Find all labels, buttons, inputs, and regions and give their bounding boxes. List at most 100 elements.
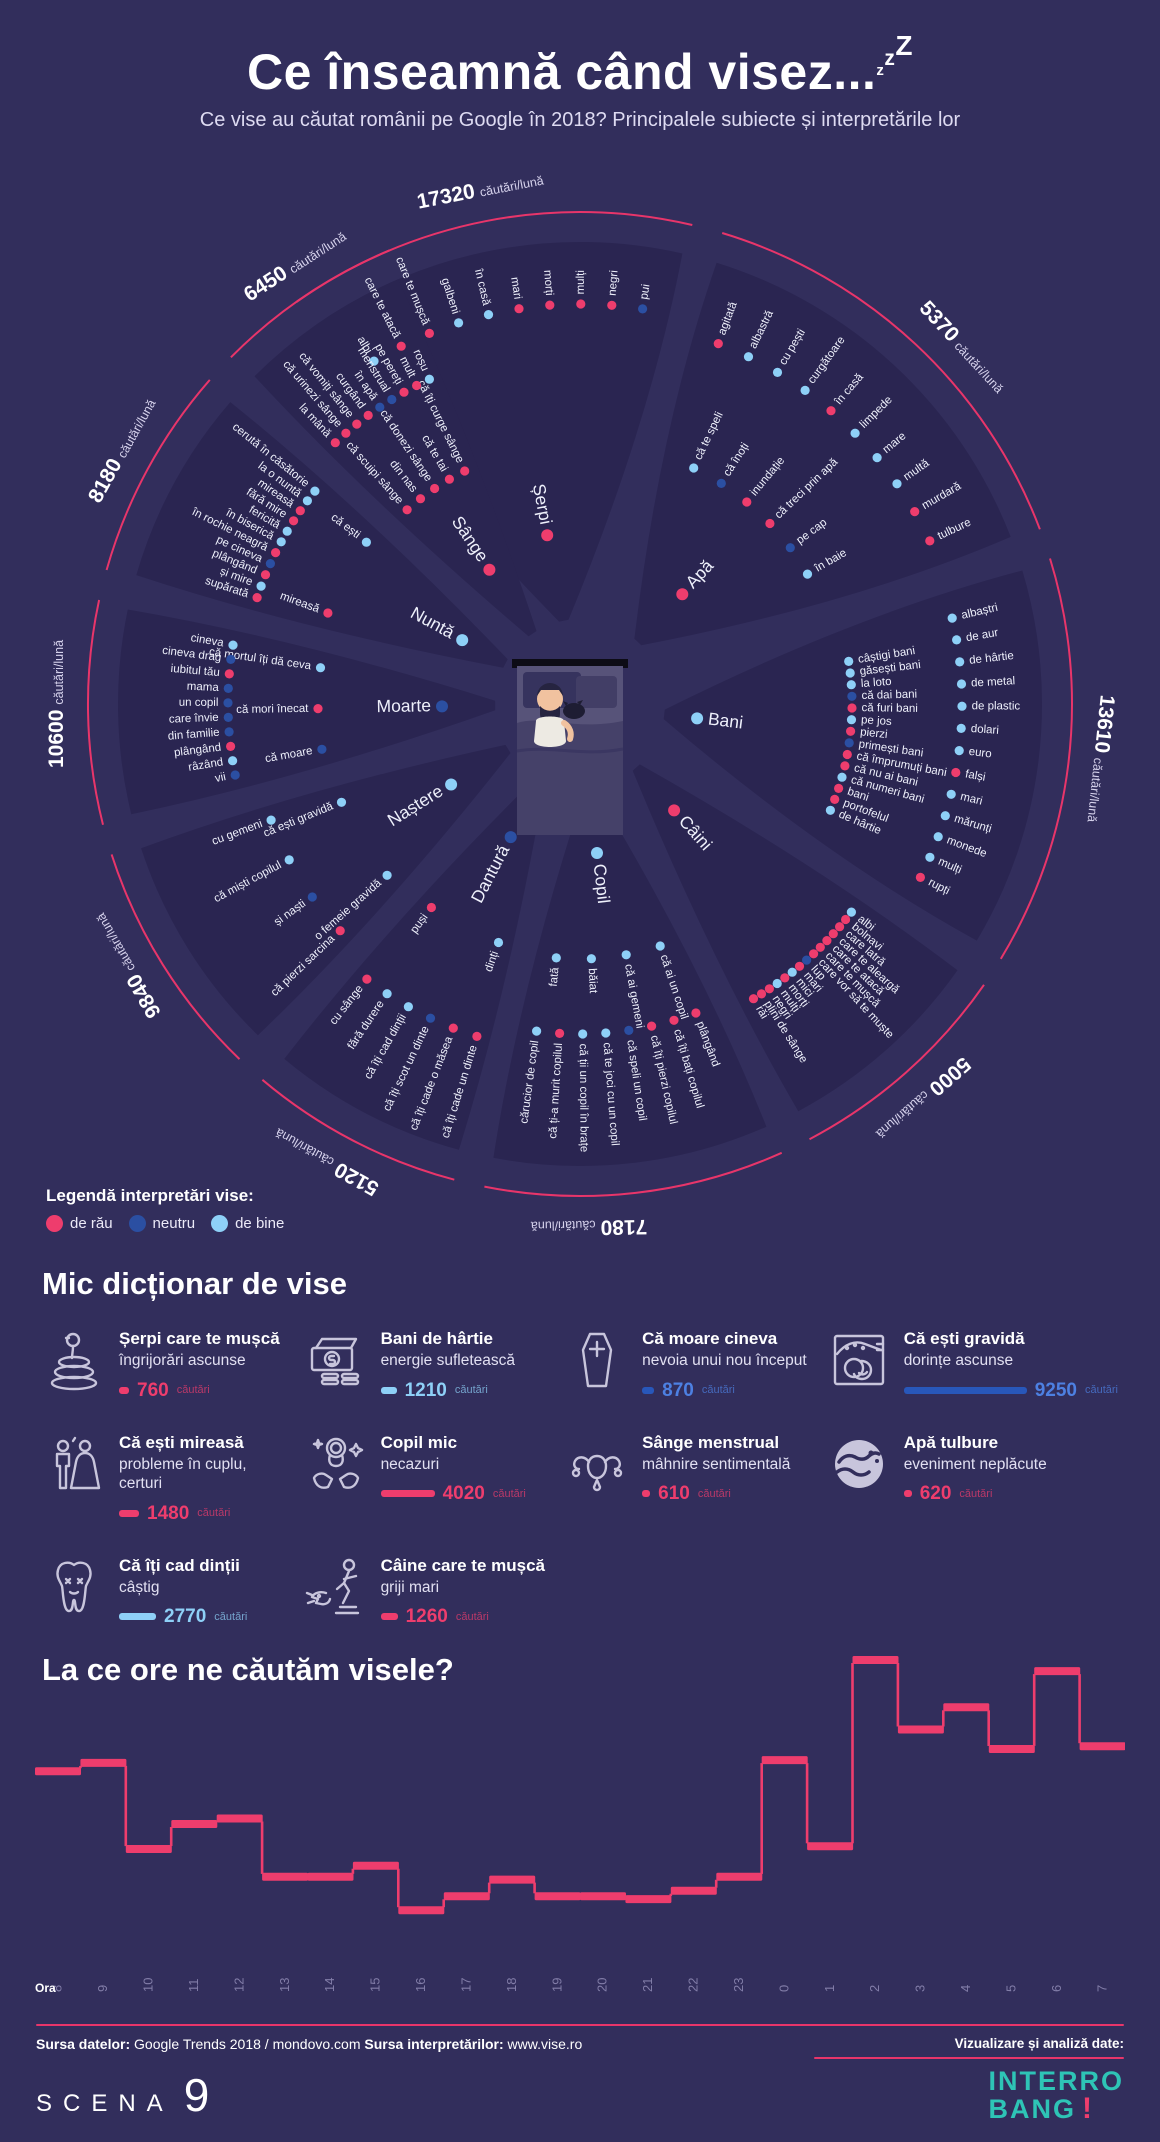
sector-branch-copil <box>493 787 767 1166</box>
sentiment-dot-r <box>826 406 836 416</box>
sector-branch-moarte <box>118 609 496 815</box>
sentiment-dot-b <box>336 797 347 807</box>
dict-item: Sânge menstrual mâhnire sentimentală 610 că… <box>565 1432 813 1523</box>
dictionary-section: Mic dicționar de vise Șerpi care te mușc… <box>0 1266 1160 1626</box>
branch-label: băiat <box>586 968 599 994</box>
step-bar-hour-2 <box>852 1656 899 1665</box>
step-bar-hour-13 <box>262 1873 309 1882</box>
search-unit: căutări <box>697 1487 731 1500</box>
sentiment-dot-r <box>669 1015 679 1025</box>
sentiment-dot-n <box>223 712 233 723</box>
sentiment-dot-b <box>846 680 856 690</box>
sentiment-dot-b <box>872 453 882 463</box>
data-sources: Sursa datelor: Google Trends 2018 / mond… <box>36 2036 582 2052</box>
sentiment-dot-r <box>764 984 775 994</box>
search-count: 1480 <box>147 1502 190 1524</box>
legend-dot-b <box>211 1215 229 1232</box>
step-bar-hour-9 <box>80 1759 127 1768</box>
sector-value-label: 8180căutări/lună <box>84 394 161 507</box>
sentiment-dot-r <box>313 704 323 714</box>
sentiment-dot-b <box>456 634 469 647</box>
dream-title: Că ești mireasă <box>119 1432 244 1452</box>
sentiment-dot-b <box>228 756 238 766</box>
sentiment-dot-b <box>532 1026 542 1036</box>
leaf-label: că ții un copil în brațe <box>577 1044 590 1153</box>
search-volume-bar <box>903 1490 912 1498</box>
step-connector <box>1032 1674 1036 1747</box>
sentiment-dot-b <box>956 723 966 734</box>
sentiment-dot-b <box>952 635 962 645</box>
hour-label: 22 <box>686 1978 701 1992</box>
sentiment-dot-r <box>951 767 961 778</box>
step-bar-hour-7 <box>1079 1742 1126 1751</box>
interrobang-logo: INTERRO BANG! <box>988 2066 1125 2125</box>
sentiment-dot-b <box>454 318 464 328</box>
sentiment-dot-n <box>847 691 857 701</box>
sentiment-dot-n <box>624 1025 634 1035</box>
snake-icon <box>42 1328 106 1392</box>
sentiment-dot-r <box>415 494 426 504</box>
sentiment-dot-r <box>545 300 555 310</box>
sentiment-dot-r <box>841 914 851 925</box>
zzz-decoration: zzZ <box>876 30 914 79</box>
search-count: 620 <box>919 1483 952 1505</box>
hour-label: 5 <box>1004 1985 1019 1992</box>
leaf-label: râzând <box>187 756 224 774</box>
sentiment-dot-r <box>426 902 436 913</box>
search-unit: căutări <box>959 1487 993 1500</box>
step-connector <box>851 1663 854 1844</box>
dict-item: Că moare cineva nevoia unui nou început 87… <box>565 1328 813 1400</box>
sentiment-dot-r <box>647 1021 657 1031</box>
interrobang-line: INTERRO <box>988 2066 1124 2096</box>
dream-meaning: probleme în cuplu, certuri <box>119 1455 247 1493</box>
hour-label: 15 <box>368 1978 383 1992</box>
hour-label: 10 <box>141 1978 156 1992</box>
search-volume-bar <box>119 1386 129 1394</box>
dictionary-title: Mic dicționar de vise <box>42 1266 347 1301</box>
leaf-label: mulți <box>575 270 587 294</box>
leaf-label: negri <box>607 270 621 296</box>
sector-arc-moarte <box>86 599 104 825</box>
dict-item: Apă tulbure eveniment neplăcute 620 căutări <box>827 1432 1118 1523</box>
sentiment-dot-n <box>785 543 795 553</box>
step-bar-hour-1 <box>807 1842 854 1851</box>
sentiment-dot-b <box>266 815 276 825</box>
sentiment-dot-b <box>655 941 665 951</box>
interrobang-mark: ! <box>1082 2091 1092 2125</box>
branch-label: că mori înecat <box>236 703 309 716</box>
dream-meaning: necazuri <box>380 1455 440 1473</box>
hour-label: 8 <box>50 1985 65 1992</box>
sentiment-dot-b <box>591 847 603 859</box>
source-label: Sursa datelor: <box>36 2036 131 2052</box>
sentiment-dot-r <box>402 505 412 515</box>
sector-branch-caini <box>632 764 958 1112</box>
step-bar-hour-0 <box>761 1756 808 1765</box>
search-volume-bar <box>119 1509 139 1517</box>
hour-label: 4 <box>958 1985 973 1992</box>
sentiment-dot-n <box>425 1013 436 1023</box>
step-connector <box>805 1763 809 1844</box>
hour-label: 7 <box>1094 1985 1109 1992</box>
sentiment-dot-b <box>256 581 266 591</box>
sentiment-dot-r <box>323 608 333 618</box>
dream-title: Apă tulbure <box>903 1432 999 1452</box>
sentiment-dot-n <box>317 744 327 754</box>
step-bar-hour-21 <box>625 1895 672 1904</box>
sentiment-dot-b <box>933 832 943 842</box>
leaf-label: morți <box>541 270 555 296</box>
sentiment-dot-r <box>260 570 271 580</box>
scena9-logo: SCENA 9 <box>36 2071 209 2117</box>
dream-title: Sânge menstrual <box>642 1432 780 1452</box>
legend-items: de rău neutru de bine <box>46 1215 300 1233</box>
sector-arc-dantura <box>261 1079 455 1181</box>
dream-title: Că ești gravidă <box>903 1329 1025 1348</box>
sentiment-dot-b <box>802 569 813 579</box>
search-count: 760 <box>137 1379 169 1401</box>
sentiment-dot-n <box>224 727 234 737</box>
credit-label: Vizualizare și analiză date: <box>954 2036 1124 2051</box>
search-unit: căutări <box>455 1610 489 1623</box>
sentiment-dot-b <box>586 954 597 964</box>
step-bar-hour-6 <box>1034 1667 1081 1676</box>
hour-label: 11 <box>186 1979 201 1993</box>
search-volume-bar <box>119 1613 156 1621</box>
